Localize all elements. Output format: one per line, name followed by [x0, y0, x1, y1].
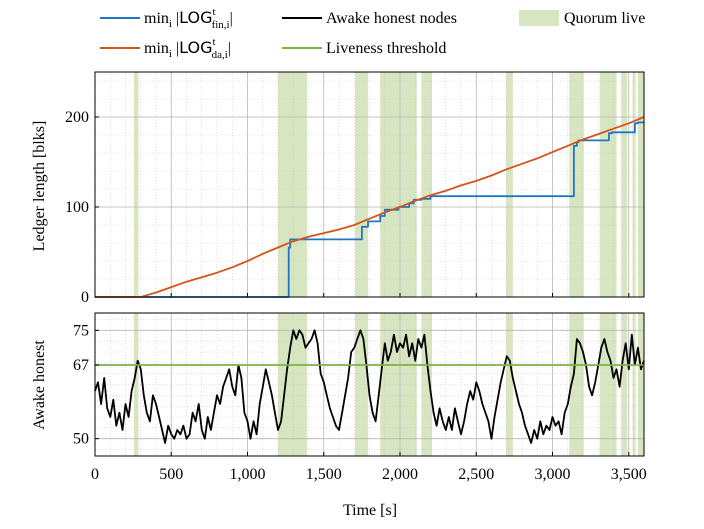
quorum-band — [505, 72, 513, 297]
quorum-band — [421, 72, 433, 297]
quorum-band — [133, 313, 139, 456]
quorum-band — [355, 72, 368, 297]
y-tick-label: 67 — [73, 357, 89, 374]
y-tick-label: 100 — [65, 199, 89, 216]
x-tick-label: 3,500 — [611, 466, 647, 483]
quorum-band — [569, 313, 584, 456]
quorum-band — [599, 72, 617, 297]
plot-frame — [94, 71, 645, 298]
bottom-y-axis-label: Awake honest — [31, 340, 48, 430]
x-tick-label: 1,500 — [306, 466, 342, 483]
quorum-band — [569, 72, 584, 297]
legend-label-awake: Awake honest nodes — [326, 10, 457, 27]
y-tick-label: 50 — [73, 431, 89, 448]
legend-label-liveness: Liveness threshold — [326, 40, 446, 57]
quorum-band — [632, 313, 636, 456]
x-tick-label: 2,000 — [382, 466, 418, 483]
legend-label-da: mini |LOGt da,i| — [144, 36, 231, 61]
y-tick-label: 200 — [65, 109, 89, 126]
series-line — [95, 121, 644, 298]
x-tick-label: 500 — [159, 466, 183, 483]
x-tick-label: 1,000 — [230, 466, 266, 483]
y-tick-label: 75 — [73, 322, 89, 339]
top-y-axis-label: Ledger length [blks] — [31, 121, 48, 252]
legend-label-quorum: Quorum live — [564, 10, 645, 27]
plot-frame — [94, 312, 645, 457]
x-tick-label: 3,000 — [535, 466, 571, 483]
legend-label-fin: mini |LOGt fin,i| — [144, 6, 233, 31]
quorum-band — [621, 72, 628, 297]
quorum-band — [621, 313, 628, 456]
legend-swatch-quorum — [519, 10, 559, 26]
x-axis-label: Time [s] — [343, 502, 397, 519]
quorum-band — [632, 72, 636, 297]
quorum-band — [133, 72, 139, 297]
legend: mini |LOGt fin,i| mini |LOGt da,i| Awake h… — [100, 6, 645, 61]
series-line — [94, 329, 645, 444]
quorum-band — [380, 72, 417, 297]
y-tick-label: 0 — [81, 289, 89, 306]
x-tick-label: 2,500 — [458, 466, 494, 483]
awake-honest-plot: 50 67 75 0 500 1,000 1,500 2,000 2,500 3,000 3,500 — [73, 312, 647, 483]
quorum-band — [278, 72, 307, 297]
ledger-length-plot: 0 100 200 — [65, 71, 645, 306]
series-line — [95, 116, 645, 298]
quorum-band — [637, 72, 644, 297]
quorum-band — [421, 313, 433, 456]
quorum-band — [637, 313, 644, 456]
x-tick-label: 0 — [91, 466, 99, 483]
